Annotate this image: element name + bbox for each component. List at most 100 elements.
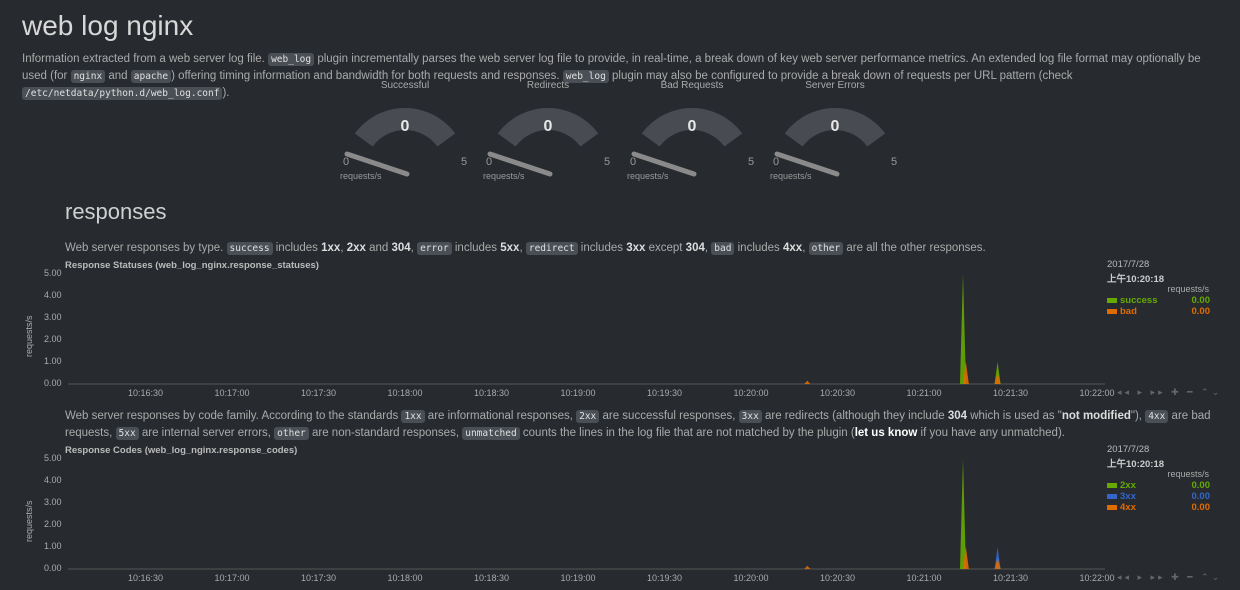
x-tick-label: 10:22:00 <box>1079 573 1115 583</box>
legend-units: requests/s <box>1167 469 1209 479</box>
x-tick-label: 10:17:30 <box>301 388 337 398</box>
code-web-log-2: web_log <box>562 70 609 83</box>
legend-value: 0.00 <box>1191 295 1211 306</box>
gauge-value: 0 <box>543 118 553 135</box>
x-tick-label: 10:19:00 <box>560 573 596 583</box>
spike-bad <box>962 362 969 384</box>
gauge-arc <box>784 108 886 147</box>
gauge-units: requests/s <box>627 171 669 181</box>
y-tick-label: 0.00 <box>44 378 62 388</box>
spike-bad <box>994 373 1001 384</box>
x-tick-label: 10:19:30 <box>647 573 683 583</box>
x-tick-label: 10:21:00 <box>906 573 942 583</box>
x-tick-label: 10:20:00 <box>733 388 769 398</box>
code-unmatched: unmatched <box>462 427 520 440</box>
x-tick-label: 10:21:00 <box>906 388 942 398</box>
legend-item-bad: bad 0.00 <box>1107 306 1210 318</box>
page-title: web log nginx <box>22 10 194 41</box>
gauge-successful: Successful 0 0 5 requests/s <box>335 78 475 188</box>
legend-name: bad <box>1120 306 1137 317</box>
gauge-bad-requests: Bad Requests 0 0 5 requests/s <box>622 78 762 188</box>
gauge-needle <box>631 151 697 177</box>
legend-time: 上午10:20:18 <box>1107 274 1165 285</box>
x-tick-label: 10:16:30 <box>128 388 164 398</box>
gauge-server-errors: Server Errors 0 0 5 requests/s <box>765 78 905 188</box>
legend-swatch <box>1107 482 1117 488</box>
x-tick-label: 10:20:30 <box>820 573 856 583</box>
y-tick-label: 2.00 <box>44 519 62 529</box>
x-tick-label: 10:16:30 <box>128 573 164 583</box>
chart-title-response-statuses: Response Statuses (web_log_nginx.respons… <box>65 260 319 271</box>
legend-value: 0.00 <box>1191 502 1211 513</box>
gauge-max: 5 <box>604 156 611 168</box>
legend-name: 3xx <box>1120 491 1136 502</box>
code-config-path: /etc/netdata/python.d/web_log.conf <box>22 87 223 100</box>
code-1xx: 1xx <box>401 410 425 423</box>
chart-toolbar[interactable]: ◂◂ ▸ ▸▸ ✚ ━ ⌃⌄ <box>1117 387 1223 397</box>
x-tick-label: 10:18:30 <box>474 388 510 398</box>
code-3xx: 3xx <box>738 410 762 423</box>
legend-swatch <box>1107 504 1117 510</box>
x-tick-label: 10:19:00 <box>560 388 596 398</box>
y-tick-label: 4.00 <box>44 475 62 485</box>
x-tick-label: 10:18:00 <box>387 388 423 398</box>
x-tick-label: 10:21:30 <box>993 573 1029 583</box>
gauge-max: 5 <box>461 156 468 168</box>
gauge-max: 5 <box>748 156 755 168</box>
y-tick-label: 4.00 <box>44 290 62 300</box>
gauge-needle <box>774 151 840 177</box>
x-tick-label: 10:20:00 <box>733 573 769 583</box>
gauge-redirects: Redirects 0 0 5 requests/s <box>478 78 618 188</box>
gauge-arc <box>497 108 599 147</box>
gauge-title: Server Errors <box>805 80 865 91</box>
code-nginx: nginx <box>70 70 106 83</box>
x-tick-label: 10:17:00 <box>214 388 250 398</box>
x-tick-label: 10:18:30 <box>474 573 510 583</box>
x-tick-label: 10:20:30 <box>820 388 856 398</box>
gauge-units: requests/s <box>770 171 812 181</box>
gauge-units: requests/s <box>483 171 525 181</box>
spike-4xx <box>962 547 969 569</box>
legend-time: 上午10:20:18 <box>1107 459 1165 470</box>
chart-title-response-codes: Response Codes (web_log_nginx.response_c… <box>65 445 298 456</box>
gauge-title: Successful <box>380 80 430 91</box>
code-web-log: web_log <box>268 53 315 66</box>
code-bad: bad <box>711 242 735 255</box>
x-tick-label: 10:21:30 <box>993 388 1029 398</box>
legend-value: 0.00 <box>1191 306 1211 317</box>
chart-toolbar[interactable]: ◂◂ ▸ ▸▸ ✚ ━ ⌃⌄ <box>1117 572 1223 582</box>
code-other: other <box>808 242 844 255</box>
x-tick-label: 10:18:00 <box>387 573 423 583</box>
gauge-value: 0 <box>687 118 697 135</box>
gauge-dial <box>487 108 599 177</box>
code-success: success <box>226 242 273 255</box>
gauge-dial <box>344 108 456 177</box>
code-other-2: other <box>274 427 309 440</box>
let-us-know-link[interactable]: let us know <box>854 427 918 439</box>
legend-swatch <box>1107 493 1117 499</box>
y-tick-label: 3.00 <box>44 312 62 322</box>
gauge-min: 0 <box>486 156 493 168</box>
legend-name: 2xx <box>1120 480 1136 491</box>
legend-swatch <box>1107 308 1117 314</box>
legend-value: 0.00 <box>1191 491 1211 502</box>
gauge-min: 0 <box>343 156 350 168</box>
gauge-min: 0 <box>630 156 637 168</box>
spike-4xx <box>994 558 1001 569</box>
gauge-dial <box>631 108 743 177</box>
gauge-max: 5 <box>891 156 898 168</box>
spike-2xx <box>959 459 966 569</box>
legend-units: requests/s <box>1167 284 1209 294</box>
response-types-description: Web server responses by type. success in… <box>65 242 986 255</box>
chart-plot-area <box>68 459 1105 570</box>
legend-item-2xx: 2xx 0.00 <box>1107 480 1210 492</box>
intro-text: Information extracted from a web server … <box>22 53 1201 100</box>
y-tick-label: 1.00 <box>44 356 62 366</box>
y-tick-label: 3.00 <box>44 497 62 507</box>
code-4xx: 4xx <box>1145 410 1169 423</box>
y-tick-label: 2.00 <box>44 334 62 344</box>
legend-date: 2017/7/28 <box>1107 444 1150 455</box>
legend-date: 2017/7/28 <box>1107 259 1150 270</box>
y-tick-label: 5.00 <box>44 268 62 278</box>
y-tick-label: 0.00 <box>44 563 62 573</box>
